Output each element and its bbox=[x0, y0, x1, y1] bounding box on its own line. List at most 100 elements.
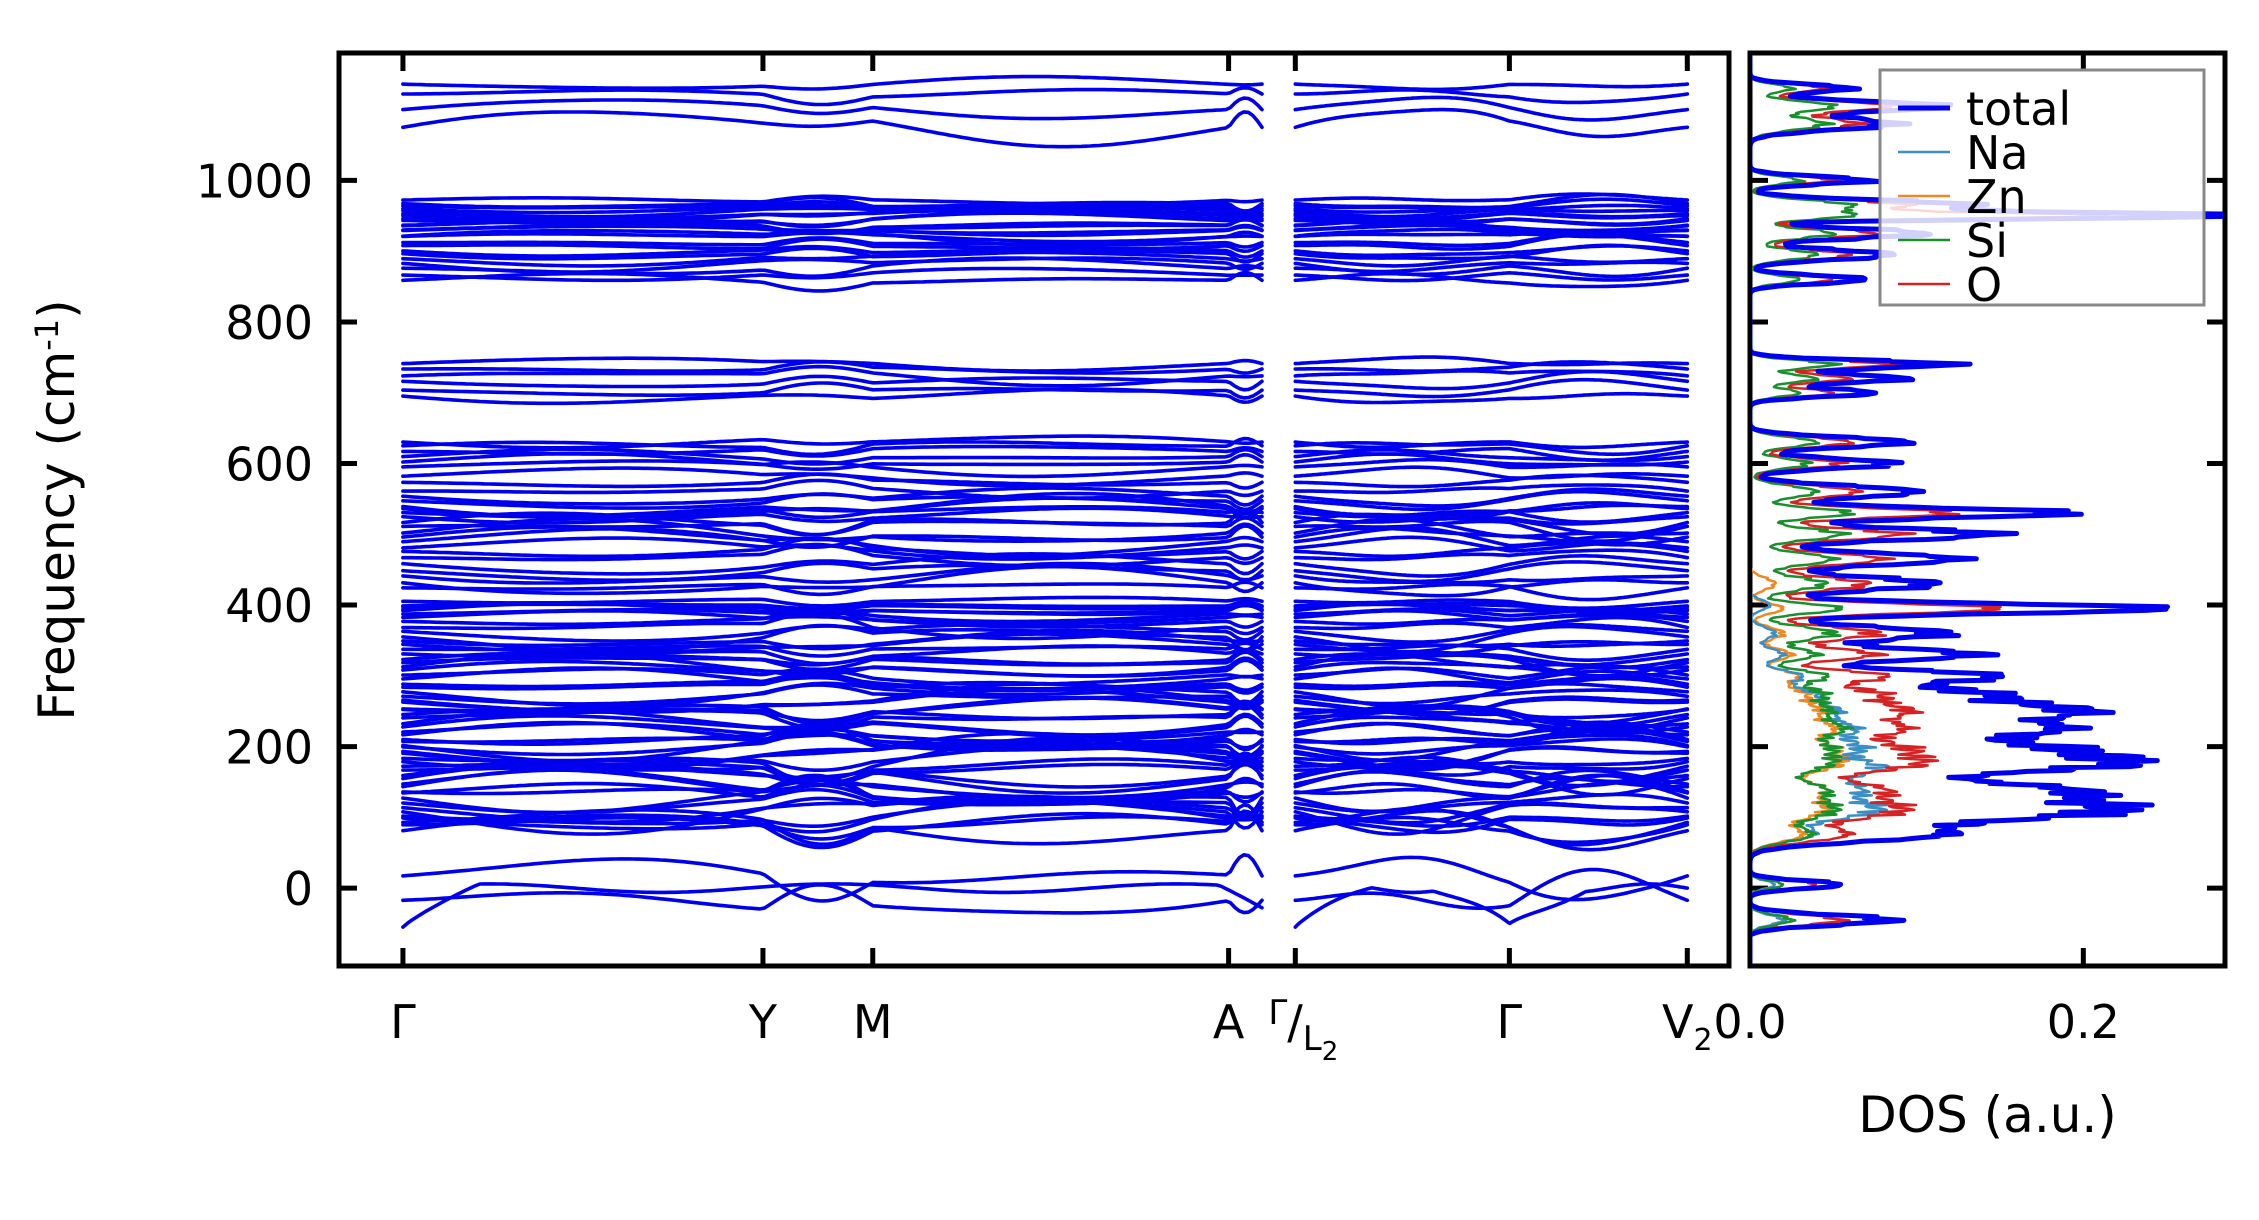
band-branch bbox=[1293, 355, 1690, 367]
band-branch bbox=[1293, 650, 1690, 667]
band-branch bbox=[401, 491, 1264, 518]
band-branch bbox=[1293, 446, 1690, 463]
band-branch bbox=[1293, 192, 1690, 203]
legend-label-Na: Na bbox=[1966, 126, 2029, 180]
band-branch bbox=[401, 729, 1264, 752]
band-branch bbox=[401, 374, 1264, 392]
legend-label-O: O bbox=[1966, 258, 2002, 312]
band-branch bbox=[1293, 548, 1690, 562]
band-branch bbox=[1293, 574, 1690, 585]
band-branch bbox=[1293, 773, 1690, 799]
band-branch bbox=[1293, 622, 1690, 644]
band-panel: 0 200 400 600 800 1000 Frequency (cm-1) Γ Y M A Γ/L… bbox=[28, 50, 1732, 1067]
band-branch bbox=[1293, 473, 1690, 489]
band-branch bbox=[1293, 487, 1690, 508]
band-branch bbox=[401, 224, 1264, 238]
band-branch bbox=[1293, 720, 1690, 738]
band-branch bbox=[1293, 207, 1690, 219]
dos-curve-Na bbox=[1752, 592, 1891, 935]
band-branch bbox=[401, 444, 1264, 458]
y-tick-label-600: 600 bbox=[225, 437, 313, 491]
band-branch bbox=[1293, 377, 1690, 399]
band-branch bbox=[1293, 441, 1690, 457]
band-branch bbox=[1293, 483, 1690, 495]
band-branch bbox=[401, 434, 1264, 450]
band-branch bbox=[1293, 814, 1690, 828]
x-tick-label-2: M bbox=[853, 995, 893, 1049]
dos-curve-Si bbox=[1752, 76, 1859, 935]
band-branch bbox=[401, 628, 1264, 651]
band-branch bbox=[1293, 855, 1690, 902]
band-branch bbox=[1293, 227, 1690, 239]
band-branch bbox=[1293, 107, 1690, 139]
band-branch bbox=[1293, 598, 1690, 610]
x-tick-label-1: Y bbox=[748, 995, 778, 1049]
band-branch bbox=[1293, 682, 1690, 709]
band-branch bbox=[401, 447, 1264, 466]
band-branch bbox=[401, 250, 1264, 268]
band-branch bbox=[401, 270, 1264, 293]
band-branch bbox=[1293, 725, 1690, 746]
band-branch bbox=[401, 595, 1264, 608]
band-branch bbox=[1293, 519, 1690, 543]
band-branch bbox=[1293, 816, 1690, 835]
band-branch bbox=[401, 96, 1264, 121]
band-axes-frame bbox=[336, 50, 1732, 969]
y-axis-title-text: Frequency (cm-1) bbox=[28, 299, 86, 720]
band-branch bbox=[401, 517, 1264, 543]
band-branch bbox=[401, 436, 1264, 457]
band-branch bbox=[1293, 244, 1690, 258]
band-branch bbox=[401, 882, 1264, 929]
band-branch bbox=[1293, 231, 1690, 239]
y-tick-label-200: 200 bbox=[225, 721, 313, 775]
band-branch bbox=[401, 561, 1264, 583]
band-branch bbox=[1293, 695, 1690, 717]
band-branch bbox=[401, 622, 1264, 643]
band-branch bbox=[401, 364, 1264, 388]
band-branch bbox=[401, 809, 1264, 846]
band-branch bbox=[1293, 271, 1690, 289]
band-branch bbox=[1293, 737, 1690, 756]
band-branch bbox=[401, 853, 1264, 903]
x-tick-label-4: Γ/L2 bbox=[1268, 993, 1338, 1067]
band-branch bbox=[1293, 271, 1690, 283]
band-branch bbox=[1293, 615, 1690, 631]
x-tick-label-0: Γ bbox=[390, 995, 416, 1049]
band-branch bbox=[401, 266, 1264, 283]
band-branch bbox=[1293, 216, 1690, 226]
band-branch bbox=[1293, 577, 1690, 598]
dos-x-axis-title: DOS (a.u.) bbox=[1858, 1086, 2117, 1144]
x-tick-label-3: A bbox=[1213, 995, 1245, 1049]
band-branch bbox=[1293, 639, 1690, 649]
y-tick-label-0: 0 bbox=[284, 862, 313, 916]
band-branch bbox=[401, 74, 1264, 91]
y-tick-label-400: 400 bbox=[225, 579, 313, 633]
band-branch bbox=[401, 246, 1264, 264]
band-branch bbox=[1293, 768, 1690, 789]
band-branch bbox=[401, 632, 1264, 654]
legend-label-Si: Si bbox=[1966, 214, 2008, 268]
band-branch bbox=[1293, 560, 1690, 584]
band-branch bbox=[401, 478, 1264, 500]
legend-label-total: total bbox=[1966, 82, 2071, 136]
band-branch bbox=[1293, 582, 1690, 602]
dos-x-tick-label-1: 0.2 bbox=[2047, 995, 2120, 1049]
band-branch bbox=[401, 110, 1264, 149]
band-branch bbox=[1293, 465, 1690, 480]
band-branch bbox=[1293, 369, 1690, 378]
band-branch bbox=[401, 507, 1264, 537]
band-branch bbox=[1293, 95, 1690, 122]
y-tick-label-1000: 1000 bbox=[196, 154, 313, 208]
y-axis-title: Frequency (cm-1) bbox=[28, 299, 86, 720]
band-branch bbox=[401, 381, 1264, 400]
band-branch bbox=[1293, 707, 1690, 720]
band-branch bbox=[401, 580, 1264, 597]
band-branch bbox=[401, 356, 1264, 373]
band-branch bbox=[401, 209, 1264, 229]
band-branch bbox=[401, 486, 1264, 507]
legend-label-Zn: Zn bbox=[1966, 170, 2027, 224]
x-tick-label-5: Γ bbox=[1497, 995, 1523, 1049]
